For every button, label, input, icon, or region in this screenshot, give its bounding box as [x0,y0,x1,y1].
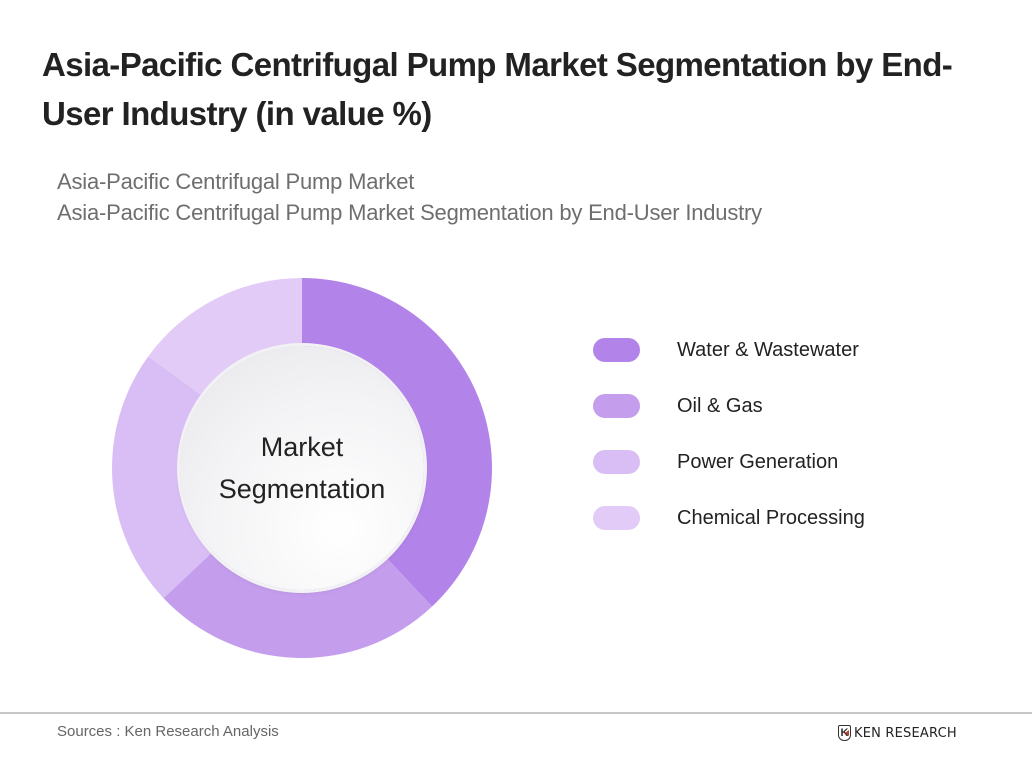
legend-swatch [593,506,640,530]
legend-swatch [593,450,640,474]
legend-item-chemical-processing: Chemical Processing [593,504,865,532]
shield-k-icon: K [838,725,851,741]
center-label-line-1: Market [260,432,344,462]
donut-segment-water-wastewater [302,278,492,607]
ken-research-logo: K KEN RESEARCH [838,725,957,741]
legend-item-oil-gas: Oil & Gas [593,392,865,420]
footer-divider [0,712,1032,714]
donut-chart: Market Segmentation [112,278,492,658]
logo-text: KEN RESEARCH [854,725,957,741]
legend-label: Chemical Processing [677,506,865,529]
legend-item-power-generation: Power Generation [593,448,865,476]
chart-legend: Water & Wastewater Oil & Gas Power Gener… [593,336,865,560]
donut-center: Market Segmentation [180,346,424,590]
legend-label: Water & Wastewater [677,338,859,361]
legend-label: Power Generation [677,450,839,473]
legend-item-water-wastewater: Water & Wastewater [593,336,865,364]
legend-label: Oil & Gas [677,394,763,417]
chart-title: Asia-Pacific Centrifugal Pump Market Seg… [42,46,953,132]
center-label-line-2: Segmentation [218,474,386,504]
source-note: Sources : Ken Research Analysis [57,723,279,740]
donut-segment-oil-gas [163,548,433,658]
legend-swatch [593,394,640,418]
legend-swatch [593,338,640,362]
chart-subtitle: Asia-Pacific Centrifugal Pump Market Asi… [57,166,762,228]
donut-segment-chemical-processing [148,278,302,399]
subtitle-line-1: Asia-Pacific Centrifugal Pump Market [57,169,415,194]
subtitle-line-2: Asia-Pacific Centrifugal Pump Market Seg… [57,200,762,225]
